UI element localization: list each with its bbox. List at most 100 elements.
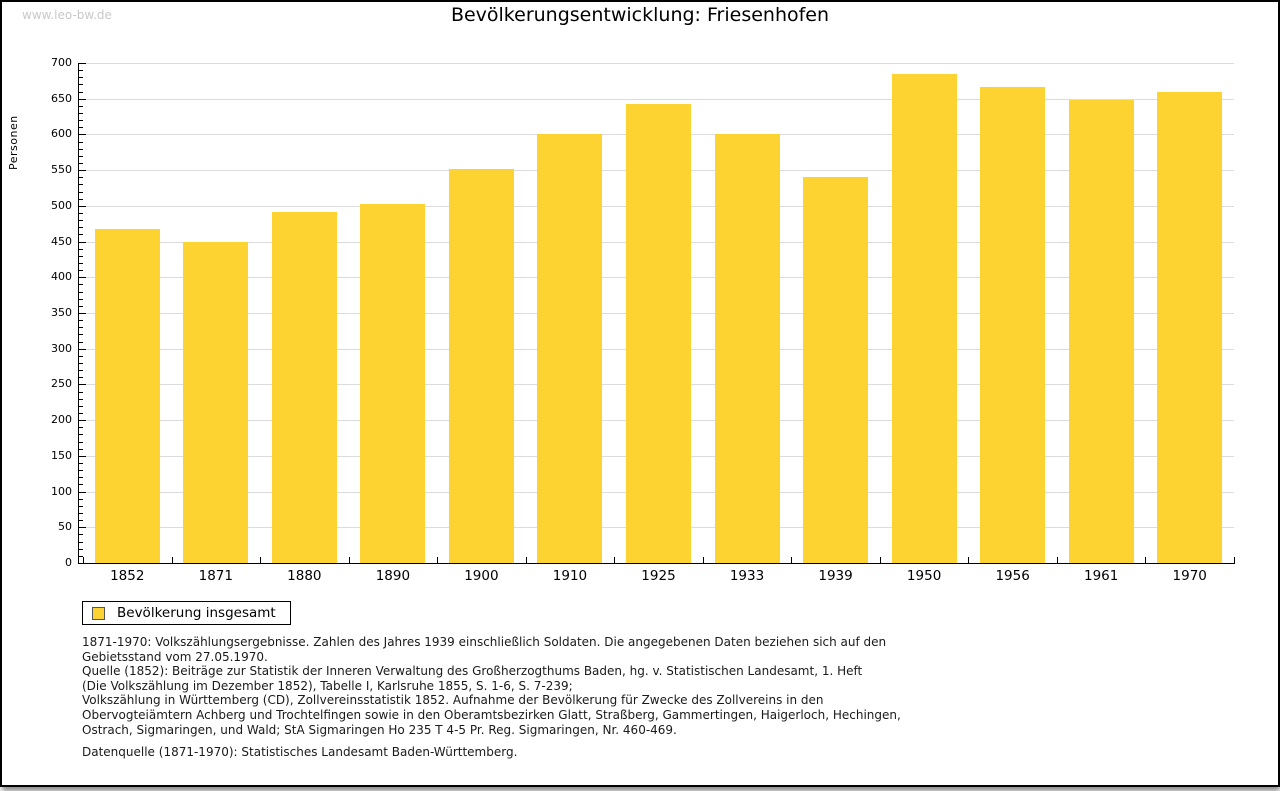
y-minor-tick [79, 391, 83, 393]
y-minor-tick [79, 70, 83, 72]
y-tick-label: 550 [51, 163, 72, 177]
x-tick-label: 1852 [110, 568, 145, 584]
y-minor-tick [79, 498, 83, 500]
y-minor-tick [79, 177, 83, 179]
y-minor-tick [79, 113, 83, 114]
data-source-line: Datenquelle (1871-1970): Statistisches L… [82, 745, 518, 760]
y-minor-tick [79, 541, 83, 543]
y-minor-tick [79, 555, 83, 557]
y-minor-tick [79, 291, 83, 293]
y-minor-tick [79, 127, 83, 129]
y-major-tick [79, 420, 86, 422]
x-boundary-tick [348, 557, 350, 563]
y-minor-tick [79, 513, 83, 514]
y-minor-tick [79, 84, 83, 86]
footnote-line: Ostrach, Sigmaringen, und Wald; StA Sigm… [82, 722, 677, 737]
footnote-line: Quelle (1852): Beiträge zur Statistik de… [82, 664, 863, 679]
y-minor-tick [79, 334, 83, 336]
y-minor-tick [79, 184, 83, 186]
x-tick-label: 1871 [198, 568, 233, 584]
y-major-tick [79, 527, 86, 529]
y-tick-label: 100 [51, 484, 72, 498]
y-minor-tick [79, 341, 83, 343]
x-boundary-tick [968, 557, 970, 563]
y-minor-tick [79, 355, 83, 357]
footnote-line: 1871-1970: Volkszählungsergebnisse. Zahl… [82, 635, 887, 649]
y-minor-tick [79, 248, 83, 250]
x-boundary-tick [879, 557, 881, 563]
bar-1970 [1157, 92, 1223, 563]
x-tick-label: 1933 [729, 568, 765, 584]
bar-1933 [714, 134, 780, 563]
y-minor-tick [79, 363, 83, 364]
y-tick-label: 400 [51, 270, 72, 284]
y-major-tick [79, 63, 86, 64]
x-boundary-tick [702, 557, 704, 563]
y-minor-tick [79, 91, 83, 93]
y-axis [78, 63, 79, 563]
y-minor-tick [79, 448, 83, 450]
y-minor-tick [79, 77, 83, 79]
x-tick-label: 1961 [1084, 568, 1119, 584]
y-minor-tick [79, 234, 83, 236]
y-minor-tick [79, 534, 83, 536]
y-tick-label: 300 [51, 341, 72, 355]
y-minor-tick [79, 220, 83, 222]
y-major-tick [79, 313, 86, 314]
y-minor-tick [79, 284, 83, 286]
y-minor-tick [79, 327, 83, 329]
y-minor-tick [79, 405, 83, 407]
bar-1890 [360, 204, 426, 563]
x-boundary-tick [525, 557, 527, 563]
x-tick-label: 1880 [287, 568, 322, 584]
y-major-tick [79, 98, 86, 100]
y-tick-label: 500 [51, 198, 72, 212]
y-minor-tick [79, 120, 83, 122]
y-minor-tick [79, 441, 83, 443]
y-minor-tick [79, 105, 83, 107]
x-tick-label: 1925 [641, 568, 676, 584]
x-boundary-tick [437, 557, 439, 563]
y-tick-label: 50 [58, 520, 72, 534]
bar-1925 [626, 104, 691, 563]
x-boundary-tick [791, 557, 793, 563]
y-tick-label: 200 [51, 413, 72, 427]
y-tick-label: 450 [51, 234, 72, 248]
bar-1950 [891, 74, 957, 563]
bar-1871 [183, 241, 249, 563]
y-minor-tick [79, 434, 83, 436]
y-minor-tick [79, 298, 83, 300]
bar-1961 [1068, 100, 1134, 563]
y-tick-label: 150 [51, 448, 72, 462]
y-minor-tick [79, 263, 83, 264]
x-boundary-tick [1056, 557, 1058, 563]
y-minor-tick [79, 548, 83, 550]
y-tick-label: 350 [51, 306, 72, 319]
watermark: www.leo-bw.de [22, 8, 112, 22]
bar-1910 [537, 133, 603, 563]
y-minor-tick [79, 148, 83, 150]
footnote-line: Volkszählung in Württemberg (CD), Zollve… [82, 693, 824, 708]
x-boundary-tick [1145, 557, 1147, 563]
y-minor-tick [79, 427, 83, 429]
bar-1939 [803, 176, 869, 563]
y-minor-tick [79, 141, 83, 143]
y-major-tick [79, 241, 86, 243]
y-major-tick [79, 455, 86, 457]
y-minor-tick [79, 413, 83, 414]
y-major-tick [79, 491, 86, 493]
footnote-line: Obervogteiämtern Achberg und Trochtelfin… [82, 707, 901, 722]
y-minor-tick [79, 155, 83, 157]
y-minor-tick [79, 377, 83, 379]
legend-label: Bevölkerung insgesamt [117, 605, 276, 621]
y-minor-tick [79, 370, 83, 372]
y-tick-label: 650 [51, 91, 72, 105]
x-axis [78, 563, 1235, 564]
x-tick-label: 1950 [906, 568, 942, 584]
bar-1852 [94, 229, 160, 563]
footnote-line: Gebietsstand vom 27.05.1970. [82, 649, 268, 664]
y-minor-tick [79, 484, 83, 486]
x-boundary-tick [1234, 557, 1235, 563]
x-tick-label: 1970 [1172, 568, 1207, 584]
